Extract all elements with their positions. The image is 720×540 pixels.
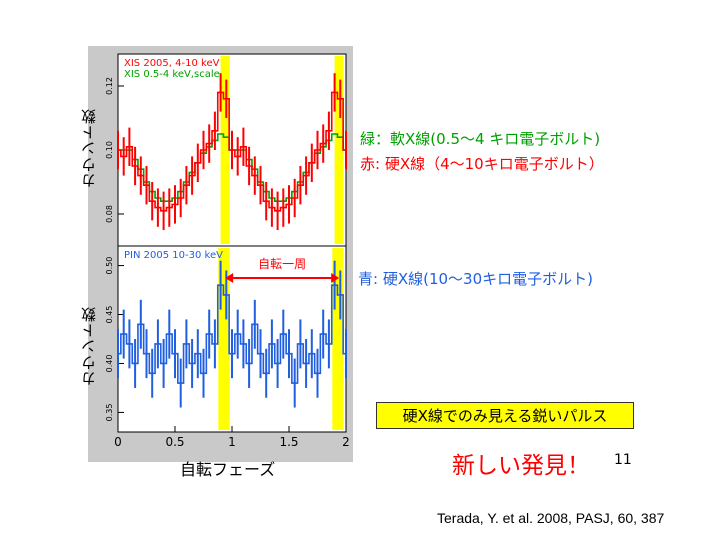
x-tick-label-1-2: 1 (228, 435, 236, 449)
page-number: 11 (614, 452, 632, 468)
annotation-hard-xray-blue: 青: 硬X線(10～30キロ電子ボルト) (358, 270, 593, 288)
series-line-1-0 (118, 284, 346, 384)
pulse-highlight-1-1 (332, 248, 344, 430)
annotation-soft-xray: 緑：軟X線(0.5～4 キロ電子ボルト) (360, 130, 601, 148)
pulse-highlight-1-0 (218, 248, 230, 430)
x-axis-label: 自転フェーズ (180, 460, 276, 479)
citation: Terada, Y. et al. 2008, PASJ, 60, 387 (437, 510, 665, 526)
rotation-arrow-head-right (331, 273, 340, 283)
x-tick-label-1-3: 1.5 (279, 435, 298, 449)
x-tick-label-1-1: 0.5 (165, 435, 184, 449)
rotation-arrow-head-left (225, 273, 234, 283)
legend-entry-1-0: PIN 2005 10-30 keV (124, 250, 223, 261)
legend-entry-0-0: XIS 2005, 4-10 keV (124, 58, 220, 69)
y-tick-label-1-0: 0.50 (105, 257, 114, 275)
y-tick-label-0-1: 0.10 (105, 141, 114, 159)
pulse-highlight-0-1 (334, 56, 344, 244)
y-tick-label-1-3: 0.35 (105, 404, 114, 422)
y-axis-label-bottom: カウント数 (80, 306, 98, 386)
legend-entry-0-1: XIS 0.5-4 keV,scale (124, 69, 220, 80)
annotation-hard-xray-red: 赤: 硬X線（4～10キロ電子ボルト） (360, 155, 604, 173)
y-tick-label-0-0: 0.12 (105, 77, 114, 95)
y-tick-label-1-2: 0.40 (105, 355, 114, 373)
chart-panel: 0.12 0.10 0.08 XIS 2005, 4-10 keV XIS 0.5-4 … (88, 46, 353, 462)
pulse-callout: 硬X線でのみ見える鋭いパルス (376, 402, 634, 429)
series-line-0-1 (118, 91, 346, 212)
y-tick-label-1-1: 0.45 (105, 306, 114, 324)
x-tick-label-1-4: 2 (342, 435, 350, 449)
x-tick-label-1-0: 0 (114, 435, 122, 449)
y-axis-label-top: カウント数 (80, 108, 98, 188)
y-tick-label-0-2: 0.08 (105, 205, 114, 223)
rotation-label: 自転一周 (258, 257, 306, 271)
pulse-highlight-0-0 (220, 56, 230, 244)
discovery-label: 新しい発見！ (452, 453, 590, 479)
